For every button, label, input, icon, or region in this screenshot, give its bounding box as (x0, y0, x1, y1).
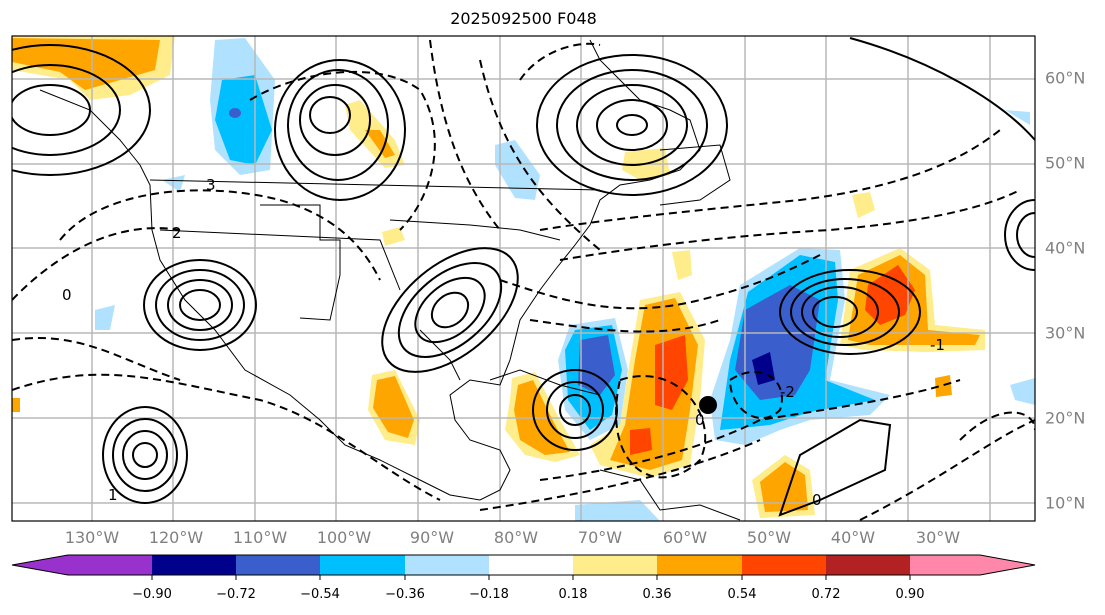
colorbar-bin (152, 555, 236, 575)
colorbar-tick-label: −0.18 (469, 587, 509, 602)
contour-label: 3 (206, 176, 216, 194)
shade-cold (215, 75, 272, 165)
lat-label: 40°N (1045, 238, 1086, 258)
colorbar (11, 554, 1036, 580)
colorbar-bin (910, 555, 980, 575)
contour-labels: 0 1 2 3 -1 -2 0 0 (62, 176, 945, 509)
colorbar-tick-label: 0.18 (558, 587, 588, 602)
contour-label: 0 (695, 411, 705, 429)
lon-label: 80°W (493, 528, 539, 547)
lon-label: 100°W (316, 528, 372, 547)
solid-contours (12, 37, 1035, 517)
contour-label: 2 (172, 224, 182, 242)
map-title: 2025092500 F048 (450, 9, 597, 28)
colorbar-bin (489, 555, 573, 575)
dashed-contours (12, 39, 1035, 521)
colorbar-tick-label: 0.72 (811, 587, 841, 602)
colorbar-tick-label: 0.54 (727, 587, 757, 602)
map-frame (11, 35, 1036, 522)
colorbar-bin (573, 555, 657, 575)
lon-label: 40°W (830, 528, 876, 547)
lat-label: 20°N (1045, 408, 1086, 428)
storm-position-marker (699, 396, 717, 414)
colorbar-tick-label: 0.36 (642, 587, 672, 602)
colorbar-bin (405, 555, 489, 575)
lat-label: 10°N (1045, 493, 1086, 513)
shading-layer (12, 36, 1035, 521)
colorbar-tick-label: 0.90 (895, 587, 925, 602)
colorbar-tick-label: −0.36 (385, 587, 425, 602)
colorbar-extend-low (12, 555, 68, 575)
lat-label: 30°N (1045, 323, 1086, 343)
contour-label: 1 (108, 486, 118, 504)
lon-label: 30°W (915, 528, 961, 547)
colorbar-tick-label: −0.72 (216, 587, 256, 602)
shade-warm (12, 38, 160, 90)
lon-label: 90°W (409, 528, 455, 547)
lon-label: 50°W (746, 528, 792, 547)
lat-label: 50°N (1045, 153, 1086, 173)
coastlines (39, 39, 741, 521)
contour-label: -1 (930, 336, 945, 354)
lon-label: 130°W (64, 528, 120, 547)
colorbar-bin (657, 555, 742, 575)
lon-label: 60°W (662, 528, 708, 547)
colorbar-bin (320, 555, 405, 575)
colorbar-tick-label: −0.90 (132, 587, 172, 602)
contour-label: 0 (62, 286, 72, 304)
colorbar-bin (826, 555, 910, 575)
colorbar-extend-high (980, 555, 1035, 575)
colorbar-bin (236, 555, 320, 575)
colorbar-bin (742, 555, 826, 575)
colorbar-bin (68, 555, 152, 575)
contour-label: -2 (780, 383, 795, 401)
lon-label: 70°W (577, 528, 623, 547)
lon-label: 120°W (148, 528, 204, 547)
colorbar-tick-label: −0.54 (300, 587, 340, 602)
lat-label: 60°N (1045, 68, 1086, 88)
contour-label: 0 (812, 491, 822, 509)
lon-label: 110°W (232, 528, 288, 547)
